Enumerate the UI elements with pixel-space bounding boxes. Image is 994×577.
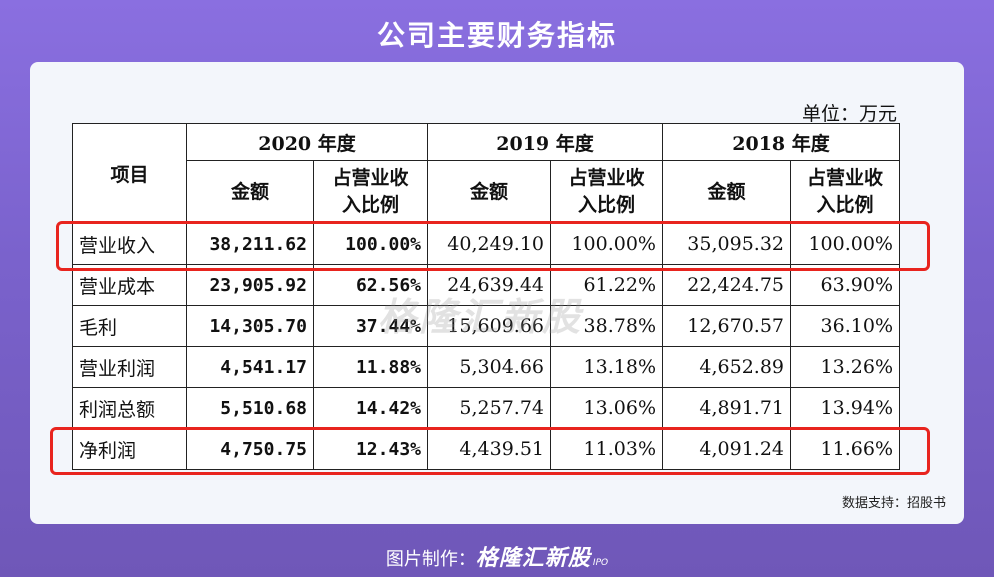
cell-pct-2019: 13.18% <box>550 346 663 388</box>
amount-header: 金额 <box>186 160 314 224</box>
page-title: 公司主要财务指标 <box>376 19 617 52</box>
year-header-2019: 2019 年度 <box>427 123 663 161</box>
financial-table: 项目 2020 年度 2019 年度 2018 年度 金额 占营业收 入比例 金额… <box>72 123 900 470</box>
row-label: 净利润 <box>72 428 187 470</box>
data-source: 数据支持：招股书 <box>841 496 946 511</box>
cell-pct-2020: 37.44% <box>313 305 428 347</box>
footer-credit: 图片制作：格隆汇新股 IPO <box>0 540 994 572</box>
table-row: 营业收入 38,211.62 100.00% 40,249.10 100.00%… <box>72 223 900 265</box>
pct-header: 占营业收 入比例 <box>790 160 900 224</box>
amount-header: 金额 <box>427 160 551 224</box>
cell-amount-2019: 5,257.74 <box>427 387 551 429</box>
unit-label: 单位：万元 <box>802 103 898 125</box>
cell-pct-2019: 13.06% <box>550 387 663 429</box>
row-label: 毛利 <box>72 305 187 347</box>
cell-pct-2018: 11.66% <box>790 428 900 470</box>
footer-prefix: 图片制作： <box>385 549 476 570</box>
cell-pct-2018: 63.90% <box>790 264 900 306</box>
cell-amount-2020: 4,541.17 <box>186 346 314 388</box>
cell-amount-2019: 5,304.66 <box>427 346 551 388</box>
cell-pct-2019: 11.03% <box>550 428 663 470</box>
cell-amount-2018: 35,095.32 <box>662 223 791 265</box>
cell-pct-2020: 62.56% <box>313 264 428 306</box>
cell-amount-2020: 38,211.62 <box>186 223 314 265</box>
cell-pct-2020: 14.42% <box>313 387 428 429</box>
pct-header: 占营业收 入比例 <box>550 160 663 224</box>
cell-amount-2019: 40,249.10 <box>427 223 551 265</box>
year-header-2020: 2020 年度 <box>186 123 428 161</box>
cell-amount-2020: 5,510.68 <box>186 387 314 429</box>
cell-amount-2018: 4,091.24 <box>662 428 791 470</box>
cell-pct-2018: 13.26% <box>790 346 900 388</box>
table-row: 净利润 4,750.75 12.43% 4,439.51 11.03% 4,09… <box>72 428 900 470</box>
cell-pct-2020: 12.43% <box>313 428 428 470</box>
cell-pct-2020: 11.88% <box>313 346 428 388</box>
cell-pct-2018: 13.94% <box>790 387 900 429</box>
cell-pct-2019: 38.78% <box>550 305 663 347</box>
cell-amount-2020: 23,905.92 <box>186 264 314 306</box>
cell-amount-2019: 15,609.66 <box>427 305 551 347</box>
cell-amount-2018: 4,652.89 <box>662 346 791 388</box>
table-row: 营业利润 4,541.17 11.88% 5,304.66 13.18% 4,6… <box>72 346 900 388</box>
watermark-logo: 格隆汇新股 <box>378 295 584 339</box>
item-header: 项目 <box>72 123 187 224</box>
cell-pct-2019: 100.00% <box>550 223 663 265</box>
footer-brand-logo: 格隆汇新股 <box>475 546 591 571</box>
cell-pct-2020: 100.00% <box>313 223 428 265</box>
cell-amount-2018: 4,891.71 <box>662 387 791 429</box>
pct-header: 占营业收 入比例 <box>313 160 428 224</box>
row-label: 营业成本 <box>72 264 187 306</box>
cell-amount-2019: 4,439.51 <box>427 428 551 470</box>
row-label: 营业利润 <box>72 346 187 388</box>
cell-amount-2018: 12,670.57 <box>662 305 791 347</box>
cell-amount-2018: 22,424.75 <box>662 264 791 306</box>
row-label: 利润总额 <box>72 387 187 429</box>
row-label: 营业收入 <box>72 223 187 265</box>
footer-ipo-tag: IPO <box>592 558 609 568</box>
table-row: 利润总额 5,510.68 14.42% 5,257.74 13.06% 4,8… <box>72 387 900 429</box>
amount-header: 金额 <box>662 160 791 224</box>
table-row: 毛利 14,305.70 37.44% 15,609.66 38.78% 12,… <box>72 305 900 347</box>
year-header-2018: 2018 年度 <box>662 123 900 161</box>
cell-amount-2020: 14,305.70 <box>186 305 314 347</box>
cell-amount-2020: 4,750.75 <box>186 428 314 470</box>
cell-pct-2018: 100.00% <box>790 223 900 265</box>
cell-pct-2018: 36.10% <box>790 305 900 347</box>
